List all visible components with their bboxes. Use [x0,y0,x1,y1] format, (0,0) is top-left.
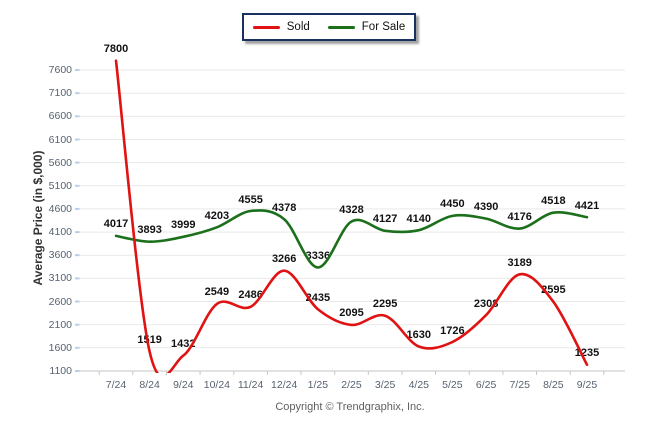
sold-line-swatch-icon [252,25,280,29]
data-label-sold: 2486 [238,289,263,302]
data-label-for-sale: 4140 [406,212,432,225]
y-tick-label: 4600 [48,202,72,215]
y-tick-label: 6600 [48,110,72,123]
y-tick-label: 3100 [48,272,72,285]
y-tick-label: 1100 [49,365,72,377]
y-axis-title: Average Price (in $,000) [31,150,45,286]
y-tick-label: 6100 [48,133,72,146]
x-tick-label: 6/25 [475,379,497,391]
y-tick-label: 7100 [48,87,72,100]
x-tick-label: 11/24 [237,379,264,391]
data-label-sold: 1726 [440,324,465,337]
for-sale-line-swatch-icon [327,25,355,29]
x-tick-label: 7/24 [105,379,127,391]
data-label-sold: 7800 [103,43,129,56]
legend-label-sold: Sold [286,21,310,33]
data-label-sold: 2435 [305,291,331,304]
data-label-sold: 1235 [574,347,600,360]
data-label-for-sale: 3336 [305,250,331,262]
y-tick-label: 4100 [48,226,72,239]
data-label-for-sale: 4421 [574,199,600,212]
y-tick-label: 2100 [48,318,72,331]
x-tick-label: 4/25 [408,379,430,391]
x-tick-label: 3/25 [374,379,396,391]
y-tick-label: 7600 [48,64,72,76]
y-tick-label: 5600 [48,156,72,169]
y-tick-label: 1600 [48,341,72,354]
y-tick-label: 2600 [48,295,72,308]
data-label-sold: 3189 [507,256,532,269]
x-tick-label: 1/25 [307,379,329,391]
data-label-sold: 2308 [473,297,499,310]
x-tick-label: 10/24 [203,379,231,391]
data-label-sold: 1432 [171,338,196,351]
legend-item-sold: Sold [252,21,310,33]
x-tick-label: 5/25 [442,379,463,391]
legend: Sold For Sale [242,13,416,41]
x-tick-label: 8/24 [139,379,160,391]
x-tick-label: 7/25 [509,379,530,391]
data-label-for-sale: 4203 [204,209,230,222]
x-tick-label: 8/25 [543,379,564,391]
data-label-sold: 2595 [541,284,566,297]
y-tick-label: 5100 [48,179,72,192]
x-tick-label: 12/24 [271,379,298,391]
data-label-for-sale: 4176 [507,211,532,224]
legend-item-for-sale: For Sale [327,21,406,33]
data-label-for-sale: 3999 [171,219,196,232]
legend-label-for-sale: For Sale [361,21,406,33]
x-tick-label: 2/25 [341,379,362,391]
x-tick-label: 9/24 [173,379,194,391]
data-label-sold: 2295 [372,298,398,311]
x-tick-label: 9/25 [576,379,598,391]
copyright-text: Copyright © Trendgraphix, Inc. [275,401,425,413]
y-tick-label: 3600 [48,249,72,262]
data-label-for-sale: 4378 [271,201,297,214]
